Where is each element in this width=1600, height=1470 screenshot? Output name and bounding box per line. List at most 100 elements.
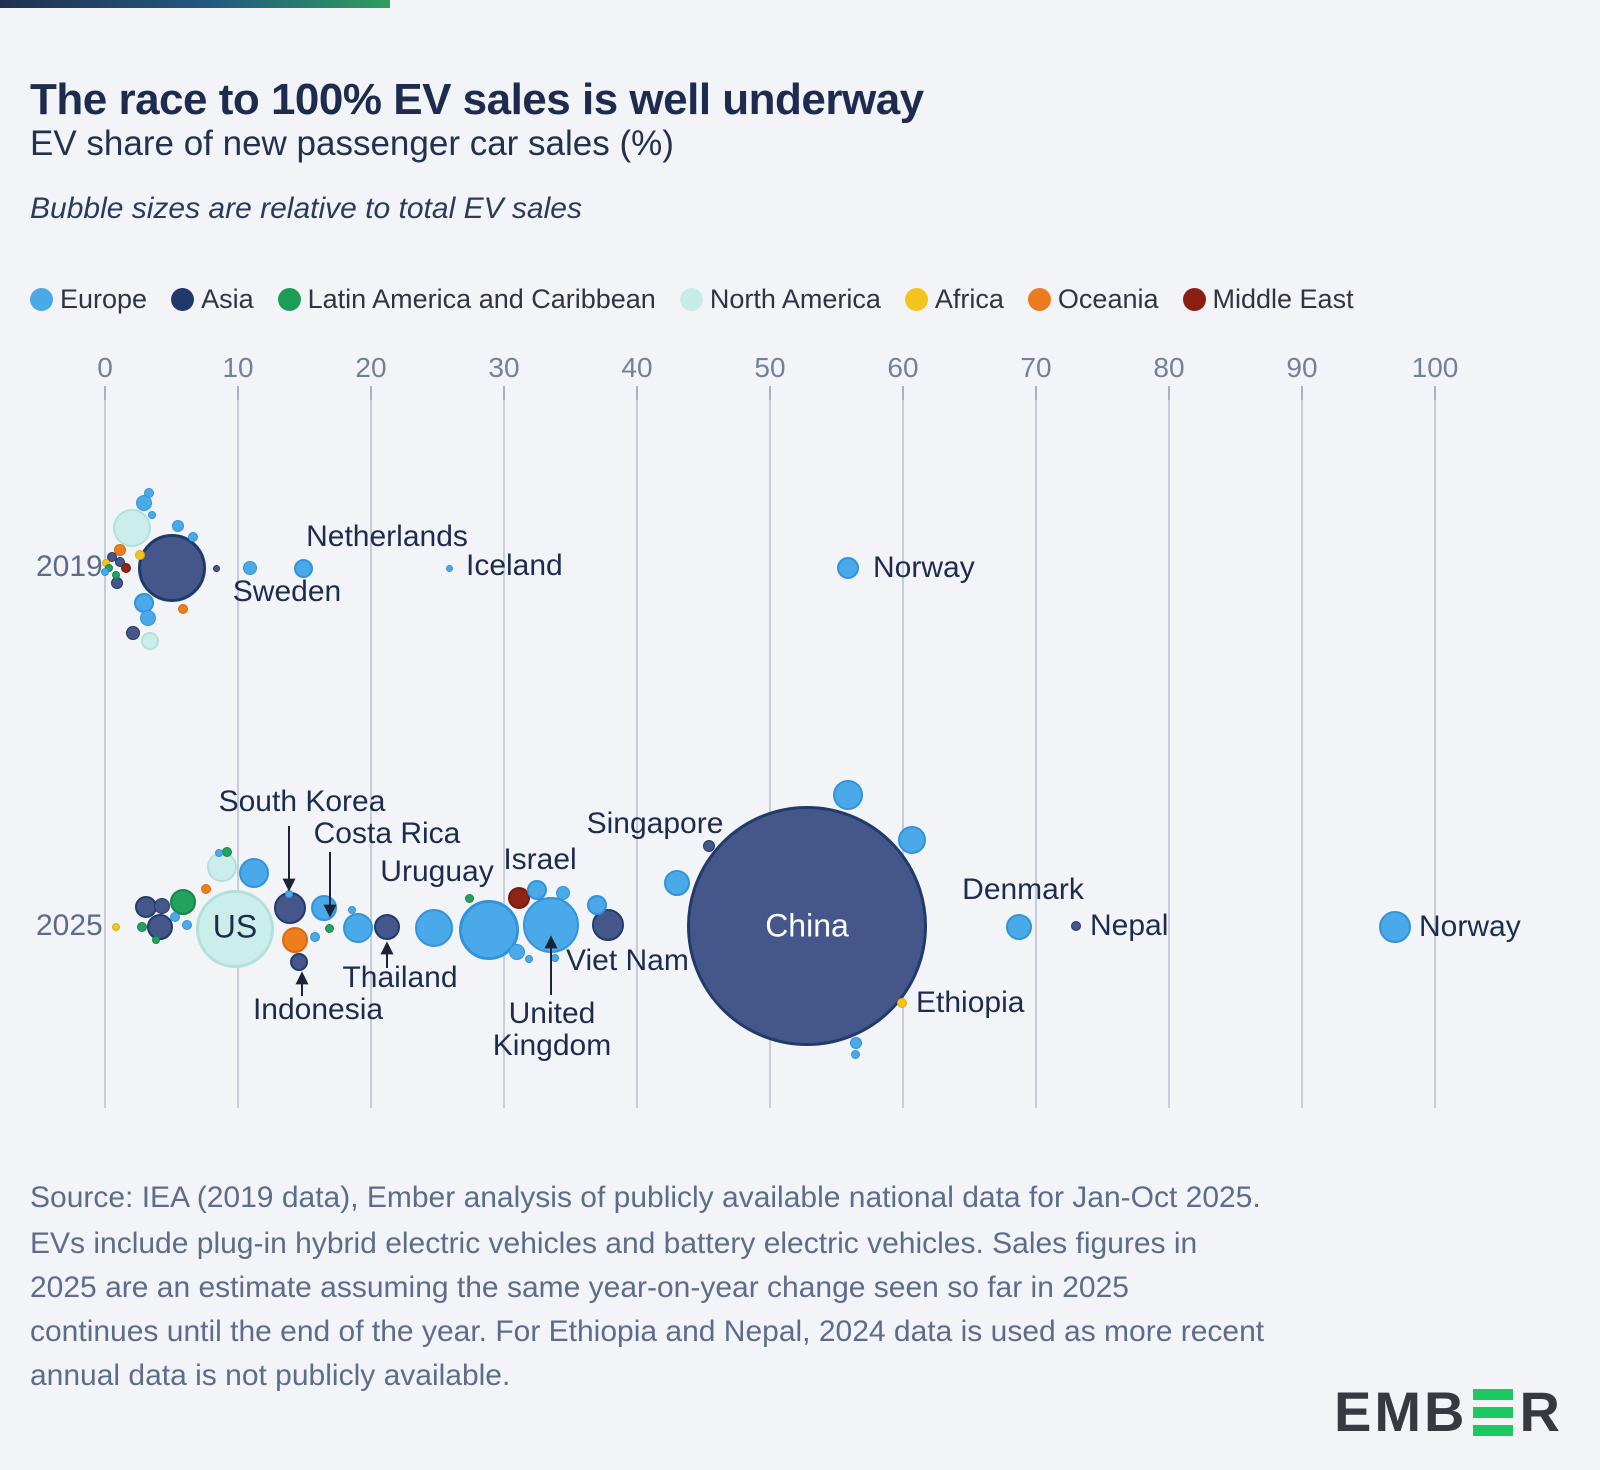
bubble-oc-2025 [201, 884, 212, 894]
bubble-eu-2025 [525, 955, 534, 963]
bubble-oc-2019 [113, 544, 126, 556]
country-label-thailand: Thailand [342, 961, 458, 994]
country-label-us: US [212, 908, 258, 945]
legend-label: Latin America and Caribbean [307, 284, 656, 314]
bubble-eu-2025 [527, 880, 548, 900]
bubble-eu-2019 [187, 532, 198, 542]
legend-dot-icon [904, 288, 928, 311]
tick-mark-50 [769, 386, 771, 400]
tick-mark-60 [902, 386, 904, 400]
ember-logo-text-right: R [1519, 1380, 1563, 1443]
tick-mark-80 [1168, 386, 1170, 400]
country-label-costa-rica: Costa Rica [313, 817, 461, 850]
bubble-eu-2019 [139, 610, 156, 626]
bubble-eu-2019 [143, 488, 154, 498]
gridline-40 [636, 400, 638, 1108]
tick-mark-100 [1434, 386, 1436, 400]
bubble-us-2025 [196, 890, 275, 968]
bubble-as-2019 [213, 564, 221, 572]
bubble-eu-2025 [663, 870, 690, 896]
country-label-viet-nam: Viet Nam [566, 944, 689, 977]
country-label-china: China [765, 907, 849, 944]
x-tick-label-70: 70 [1020, 352, 1052, 383]
bubble-eu-2019 [135, 495, 152, 511]
bubble-oc-2019 [178, 604, 189, 614]
country-label-south-korea: South Korea [218, 785, 386, 818]
bubble-eu-2025 [509, 944, 526, 960]
country-label-kingdom: Kingdom [492, 1029, 612, 1062]
bubble-eu-2025 [898, 826, 927, 854]
tick-mark-40 [636, 386, 638, 400]
gridline-20 [370, 400, 372, 1108]
bubble-la-2019 [111, 571, 120, 579]
page-title: The race to 100% EV sales is well underw… [30, 75, 924, 125]
country-label-denmark: Denmark [962, 873, 1084, 906]
bubble-la-2025 [137, 922, 148, 932]
brand-gradient-bar [0, 0, 390, 8]
legend-label: Asia [201, 284, 254, 314]
legend-dot-icon [277, 288, 301, 311]
source-line-1: Source: IEA (2019 data), Ember analysis … [30, 1181, 1261, 1214]
source-note: Source: IEA (2019 data), Ember analysis … [30, 1176, 1265, 1400]
bubble-nepal-2025 [1070, 921, 1081, 931]
bubble-costa-rica-2025 [325, 923, 335, 933]
bubble-israel-2025 [507, 887, 530, 909]
bubble-oc-2025 [282, 927, 309, 953]
gridline-10 [237, 400, 239, 1108]
tick-mark-70 [1035, 386, 1037, 400]
legend-item-europe: Europe [30, 284, 147, 315]
tick-mark-90 [1301, 386, 1303, 400]
bubble-na-2019 [141, 632, 160, 650]
country-label-norway: Norway [1419, 910, 1521, 943]
legend-label: North America [709, 284, 881, 314]
bubble-netherlands-2019 [293, 558, 313, 578]
tick-mark-30 [503, 386, 505, 400]
source-line-2: EVs include plug-in hybrid electric vehi… [30, 1227, 1265, 1392]
bubble-eu-2025 [348, 906, 357, 914]
x-tick-label-100: 100 [1411, 352, 1459, 383]
x-tick-label-40: 40 [621, 352, 653, 383]
gridline-50 [769, 400, 771, 1108]
bubble-eu-2025 [850, 1049, 860, 1059]
country-label-singapore: Singapore [586, 807, 724, 840]
bubble-canada-2025 [207, 852, 238, 882]
x-tick-label-20: 20 [355, 352, 387, 383]
bubble-eu-2025 [342, 913, 373, 943]
bubble-la-2025 [170, 889, 197, 915]
bubble-ethiopia-2025 [896, 998, 907, 1008]
legend: Europe Asia Latin America and Caribbean Nor… [30, 284, 1354, 315]
legend-item-asia: Asia [171, 284, 254, 315]
bubble-eu-2025 [587, 895, 608, 915]
gridline-60 [902, 400, 904, 1108]
bubble-eu-2025 [555, 886, 570, 900]
legend-dot-icon [1027, 288, 1051, 311]
bubble-eu-2025 [310, 932, 321, 942]
gridline-90 [1301, 400, 1303, 1108]
legend-item-latin-america-and-caribbean: Latin America and Caribbean [277, 284, 656, 315]
bubble-uruguay-2025 [464, 893, 474, 903]
x-tick-label-30: 30 [488, 352, 520, 383]
tick-mark-10 [237, 386, 239, 400]
country-label-iceland: Iceland [466, 549, 563, 582]
legend-dot-icon [30, 288, 53, 311]
legend-item-oceania: Oceania [1027, 284, 1159, 315]
bubble-la-2025 [151, 936, 160, 944]
bubble-eu-2019 [172, 520, 185, 532]
x-tick-label-0: 0 [97, 352, 113, 383]
bubble-eu-2025 [414, 909, 453, 947]
row-label-2025: 2025 [36, 909, 103, 942]
bubble-eu-2025 [850, 1037, 863, 1049]
x-tick-label-90: 90 [1286, 352, 1318, 383]
bubble-eu-2025 [833, 780, 864, 810]
chart-subtitle: EV share of new passenger car sales (%) [30, 124, 674, 163]
bubble-eu-2025 [238, 858, 269, 888]
gridline-100 [1434, 400, 1436, 1108]
bubble-af-2019 [134, 550, 145, 560]
country-label-israel: Israel [503, 843, 577, 876]
bubble-singapore-2025 [702, 840, 715, 852]
x-tick-label-10: 10 [222, 352, 254, 383]
bubble-size-note: Bubble sizes are relative to total EV sa… [30, 192, 582, 225]
bubble-denmark-2025 [1005, 914, 1032, 940]
legend-dot-icon [171, 288, 195, 311]
tick-mark-0 [104, 386, 106, 400]
